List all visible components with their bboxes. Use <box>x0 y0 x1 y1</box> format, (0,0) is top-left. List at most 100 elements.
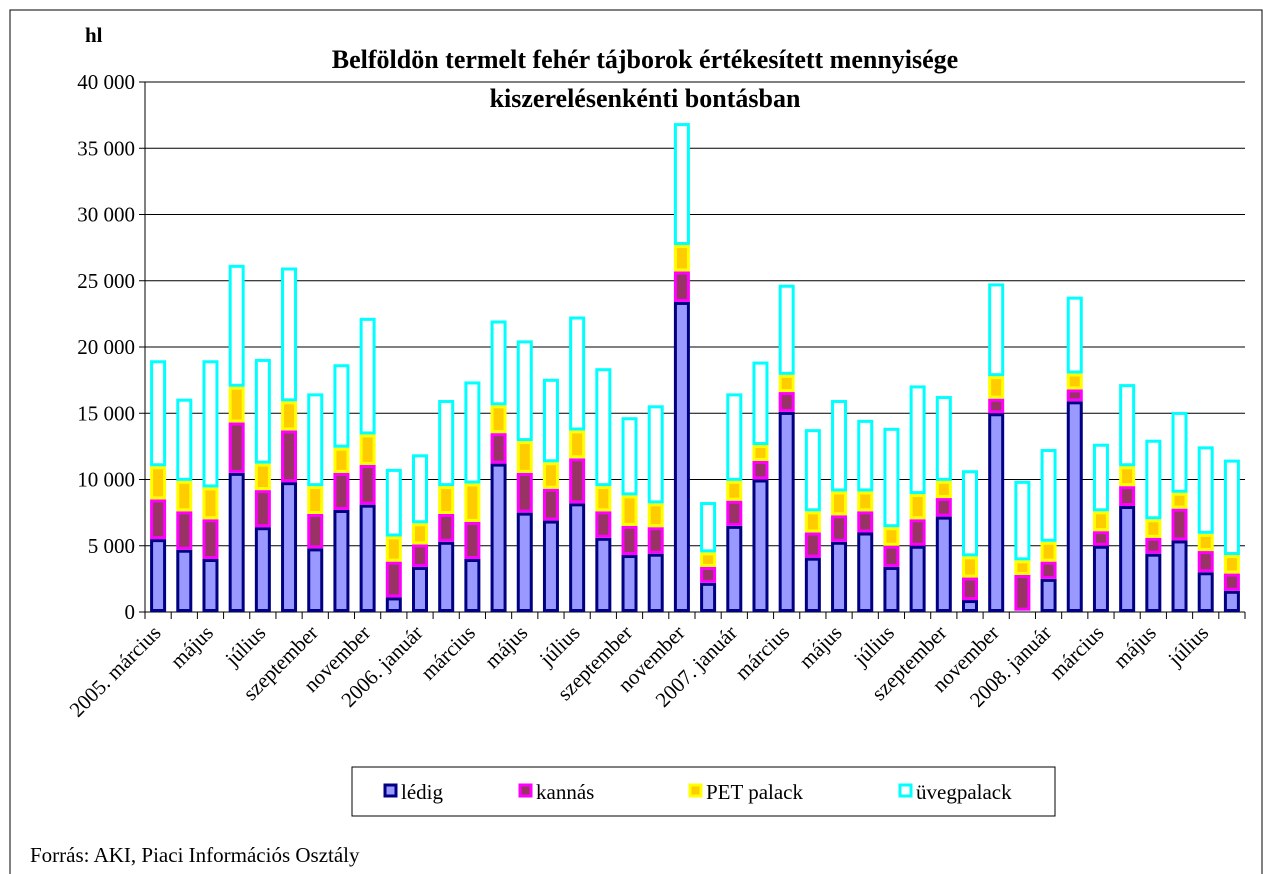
bar-segment <box>883 527 900 546</box>
bar-segment <box>595 537 612 612</box>
bar-segment <box>333 364 350 448</box>
bar-segment <box>385 561 402 598</box>
bar-segment <box>1223 573 1240 591</box>
bar-segment <box>228 472 245 612</box>
bar-segment <box>464 483 481 522</box>
bar-segment <box>804 557 821 612</box>
legend-swatch <box>898 783 913 798</box>
legend-label: üvegpalack <box>916 780 1012 804</box>
y-tick-label: 35 000 <box>77 136 135 160</box>
bar-segment <box>385 468 402 537</box>
source: Forrás: AKI, Piaci Információs Osztály <box>30 843 360 867</box>
bar-segment <box>490 463 507 612</box>
bar-segment <box>176 511 193 550</box>
bar-segment <box>516 441 533 473</box>
y-tick-label: 30 000 <box>77 203 135 227</box>
bar-segment <box>228 264 245 387</box>
bar-segment <box>1092 545 1109 612</box>
bar-segment <box>831 491 848 516</box>
legend-box <box>351 766 1056 817</box>
bar-segment <box>988 283 1005 377</box>
bar-segment <box>935 396 952 481</box>
bar-segment <box>935 480 952 499</box>
bar-segment <box>673 244 690 272</box>
bar-segment <box>516 472 533 513</box>
bar-segment <box>202 519 219 559</box>
bar-segment <box>1066 389 1083 402</box>
bar-segment <box>1145 439 1162 520</box>
bar-segment <box>1197 551 1214 573</box>
bar-segment <box>726 500 743 526</box>
bar-segment <box>359 504 376 612</box>
bar-segment <box>1119 506 1136 612</box>
bar-segment <box>228 386 245 423</box>
x-tick-label: május <box>794 621 846 673</box>
y-tick-label: 40 000 <box>77 70 135 94</box>
bar-segment <box>333 472 350 510</box>
bar-segment <box>1223 459 1240 556</box>
bar-segment <box>857 491 874 512</box>
bar-segment <box>333 447 350 473</box>
bar-segment <box>438 400 455 487</box>
bar-segment <box>176 549 193 612</box>
y-tick-label: 15 000 <box>77 401 135 425</box>
bar-segment <box>673 271 690 302</box>
bar-segment <box>542 520 559 613</box>
bar-segment <box>962 556 978 578</box>
bar-segment <box>1014 480 1031 561</box>
legend-label: lédig <box>401 780 443 804</box>
bar-segment <box>1171 411 1188 493</box>
bar-segment <box>621 495 638 526</box>
x-tick-label: május <box>1108 621 1160 673</box>
bar-segment <box>595 511 612 538</box>
frame <box>9 9 1263 874</box>
bar-segment <box>254 490 271 528</box>
bar-segment <box>778 374 795 393</box>
bar-segment <box>464 381 481 484</box>
bar-segment <box>726 480 743 501</box>
bar-segment <box>752 445 769 461</box>
bar-segment <box>700 566 717 583</box>
chart-title: Belföldön termelt fehér tájborok értékes… <box>331 45 959 113</box>
y-tick-label: 20 000 <box>77 335 135 359</box>
bar-segment <box>254 527 271 613</box>
bar-segment <box>1171 492 1188 509</box>
bar-segment <box>857 532 874 612</box>
bar-segment <box>726 525 743 612</box>
bar-segment <box>1092 443 1109 512</box>
bar-segment <box>464 559 481 612</box>
bar-segment <box>595 368 612 487</box>
bar-segment <box>359 434 376 465</box>
y-unit: hl <box>85 23 103 47</box>
bar-segment <box>150 360 167 467</box>
bar-segment <box>438 486 455 514</box>
bar-segment <box>595 486 612 512</box>
bar-segment <box>1040 561 1057 579</box>
bar-segment <box>804 532 821 558</box>
y-tick-label: 25 000 <box>77 269 135 293</box>
bar-segment <box>569 430 586 459</box>
bar-segment <box>490 320 507 406</box>
bar-segment <box>935 516 952 612</box>
bar-segment <box>1145 537 1162 554</box>
bar-segment <box>1197 446 1214 534</box>
bar-segment <box>909 494 926 520</box>
bar-segment <box>542 488 559 521</box>
bar-segment <box>412 566 428 613</box>
bar-segment <box>438 541 455 613</box>
bar-segment <box>621 417 638 496</box>
bar-segment <box>1171 508 1188 541</box>
legend-label: kannás <box>536 780 594 804</box>
bar-segment <box>307 513 324 549</box>
bar-segment <box>1119 466 1136 487</box>
bar-segment <box>569 458 586 504</box>
bar-segment <box>254 358 271 464</box>
y-tick-label: 5 000 <box>88 534 135 558</box>
bar-segment <box>1119 384 1136 467</box>
legend-swatch <box>518 783 533 798</box>
bar-segment <box>1171 540 1188 613</box>
bar-segment <box>621 525 638 556</box>
bar-segment <box>412 523 428 545</box>
bar-segment <box>1223 555 1240 574</box>
